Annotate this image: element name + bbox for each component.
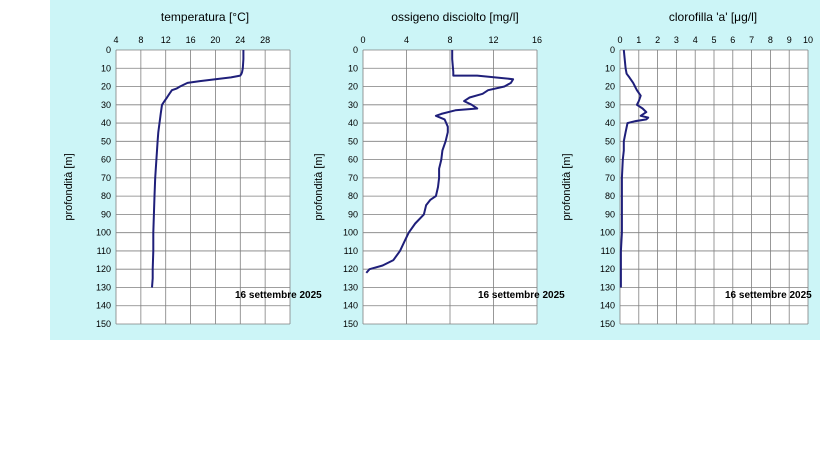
y-tick-label: 70	[605, 173, 615, 183]
y-tick-label: 100	[600, 228, 615, 238]
y-tick-label: 120	[343, 264, 358, 274]
y-tick-label: 20	[101, 82, 111, 92]
x-tick-label: 16	[186, 35, 196, 45]
chart-title: ossigeno disciolto [mg/l]	[391, 10, 518, 24]
y-tick-label: 120	[600, 264, 615, 274]
chart-1: 0 10 20 30 40 50 60 70 80 90 100 110 120 130 140 150 4 8 1…	[63, 10, 322, 329]
y-tick-label: 90	[348, 209, 358, 219]
y-tick-label: 20	[348, 82, 358, 92]
y-tick-label: 80	[348, 191, 358, 201]
y-tick-label: 40	[101, 118, 111, 128]
x-tick-label: 16	[532, 35, 542, 45]
x-tick-label: 3	[674, 35, 679, 45]
chart-title: clorofilla 'a' [μg/l]	[669, 10, 757, 24]
x-tick-label: 28	[260, 35, 270, 45]
x-tick-label: 1	[636, 35, 641, 45]
y-tick-label: 140	[600, 301, 615, 311]
x-tick-label: 0	[360, 35, 365, 45]
profile-line	[619, 49, 650, 288]
y-tick-label: 20	[605, 82, 615, 92]
y-tick-label: 140	[343, 301, 358, 311]
x-tick-label: 12	[488, 35, 498, 45]
y-tick-label: 40	[605, 118, 615, 128]
y-tick-label: 50	[348, 136, 358, 146]
y-tick-label: 130	[96, 282, 111, 292]
y-tick-label: 10	[348, 63, 358, 73]
x-tick-label: 5	[711, 35, 716, 45]
y-tick-label: 70	[348, 173, 358, 183]
y-tick-label: 110	[97, 246, 111, 256]
chart-title: temperatura [°C]	[161, 10, 249, 24]
x-tick-label: 4	[113, 35, 118, 45]
x-tick-label: 0	[617, 35, 622, 45]
y-tick-label: 10	[605, 63, 615, 73]
y-tick-label: 60	[348, 155, 358, 165]
y-tick-label: 150	[96, 319, 111, 329]
y-tick-label: 40	[348, 118, 358, 128]
y-tick-label: 130	[343, 282, 358, 292]
x-tick-label: 8	[447, 35, 452, 45]
x-tick-label: 7	[749, 35, 754, 45]
y-tick-label: 10	[101, 63, 111, 73]
date-annotation: 16 settembre 2025	[725, 290, 812, 301]
y-tick-label: 60	[101, 155, 111, 165]
y-axis-label: profondità [m]	[313, 153, 325, 220]
y-tick-label: 0	[610, 45, 615, 55]
profile-line	[151, 50, 245, 288]
x-tick-label: 6	[730, 35, 735, 45]
y-tick-label: 30	[348, 100, 358, 110]
y-tick-label: 140	[96, 301, 111, 311]
y-tick-label: 90	[101, 209, 111, 219]
y-tick-label: 30	[605, 100, 615, 110]
x-tick-label: 4	[693, 35, 698, 45]
y-tick-label: 110	[344, 246, 358, 256]
x-tick-label: 20	[210, 35, 220, 45]
y-tick-label: 60	[605, 155, 615, 165]
x-tick-label: 12	[161, 35, 171, 45]
y-tick-label: 150	[600, 319, 615, 329]
y-tick-label: 150	[343, 319, 358, 329]
date-annotation: 16 settembre 2025	[235, 290, 322, 301]
y-tick-label: 100	[96, 228, 111, 238]
y-tick-label: 30	[101, 100, 111, 110]
x-tick-label: 10	[803, 35, 813, 45]
y-axis-label: profondità [m]	[561, 153, 573, 220]
y-tick-label: 80	[605, 191, 615, 201]
chart-panel: 0 10 20 30 40 50 60 70 80 90 100 110 120 130 140 150 4 8 1…	[50, 0, 820, 340]
x-tick-label: 8	[768, 35, 773, 45]
y-axis-label: profondità [m]	[63, 153, 75, 220]
x-tick-label: 8	[138, 35, 143, 45]
x-tick-label: 9	[787, 35, 792, 45]
chart-2: 0 10 20 30 40 50 60 70 80 90 100 110 120 130 140 150 0 4 8…	[313, 10, 565, 329]
y-tick-label: 50	[605, 136, 615, 146]
x-tick-label: 24	[235, 35, 245, 45]
y-tick-label: 120	[96, 264, 111, 274]
plot-area	[116, 50, 290, 324]
y-tick-label: 80	[101, 191, 111, 201]
y-tick-label: 90	[605, 209, 615, 219]
y-tick-label: 110	[601, 246, 615, 256]
y-tick-label: 100	[343, 228, 358, 238]
y-tick-label: 130	[600, 282, 615, 292]
x-tick-label: 4	[404, 35, 409, 45]
profile-line	[365, 50, 515, 274]
y-tick-label: 0	[106, 45, 111, 55]
y-tick-label: 0	[353, 45, 358, 55]
date-annotation: 16 settembre 2025	[478, 290, 565, 301]
x-tick-label: 2	[655, 35, 660, 45]
chart-3: 0 10 20 30 40 50 60 70 80 90 100 110 120 130 140 150 0 1 2…	[561, 10, 813, 329]
y-tick-label: 70	[101, 173, 111, 183]
y-tick-label: 50	[101, 136, 111, 146]
